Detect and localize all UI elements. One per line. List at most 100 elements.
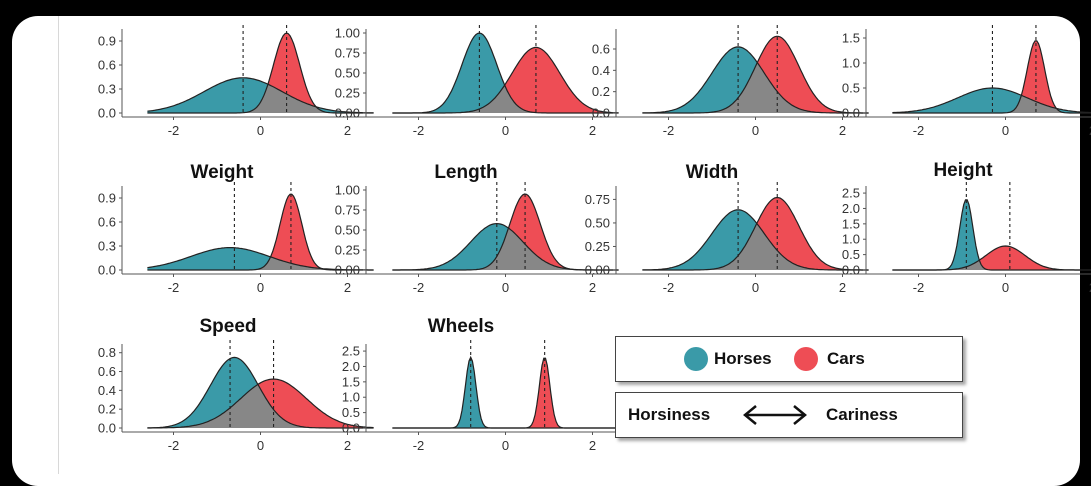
y-tick-label: 0.50 <box>335 223 360 238</box>
panel-2: 0.00 0.25 0.50 0.75 1.00 -2 0 2 <box>335 25 640 138</box>
horses-density-area <box>147 247 374 270</box>
horses-density-area <box>392 357 619 428</box>
horses-density-area <box>147 77 374 113</box>
y-tick-label: 2.0 <box>842 201 860 216</box>
y-tick-label: 0.0 <box>98 421 116 436</box>
horses-density-line <box>392 32 619 114</box>
y-tick-label: 2.0 <box>342 359 360 374</box>
cars-density-line <box>147 378 374 429</box>
x-tick-label: 0 <box>257 438 264 453</box>
y-tick-label: 1.00 <box>335 26 360 41</box>
panel-7: 0.00 0.25 0.50 0.75 -2 0 2 Width <box>585 162 890 295</box>
x-tick-label: 2 <box>1089 280 1091 295</box>
y-tick-label: 0.75 <box>585 192 610 207</box>
panel-title: Length <box>434 162 497 183</box>
panel-8: 0.00.51.01.52.02.5 -2 0 2 Height <box>842 160 1091 295</box>
x-tick-label: -2 <box>913 280 925 295</box>
y-tick-label: 0.0 <box>98 263 116 278</box>
y-tick-label: 1.5 <box>842 216 860 231</box>
panel-title: Wheels <box>428 316 495 337</box>
x-tick-label: 0 <box>502 438 509 453</box>
y-tick-label: 2.5 <box>842 186 860 201</box>
x-tick-label: 2 <box>589 280 596 295</box>
x-tick-label: 0 <box>1002 123 1009 138</box>
y-tick-label: 0.3 <box>98 82 116 97</box>
y-tick-label: 1.5 <box>342 374 360 389</box>
legend-cariness-label: Cariness <box>826 405 898 424</box>
overlap-area <box>892 95 1091 113</box>
cars-density-line <box>892 245 1091 271</box>
legend-scale: Horsiness Cariness <box>615 392 963 438</box>
y-tick-label: 0.3 <box>98 239 116 254</box>
x-tick-label: 0 <box>502 123 509 138</box>
y-tick-label: 0.0 <box>842 106 860 121</box>
horses-density-line <box>642 46 869 114</box>
x-tick-label: 2 <box>589 123 596 138</box>
legend-series: Horses Cars <box>615 336 963 382</box>
density-plots: 0.00.30.60.9-2 0 20.000.250.500.751.00-2 0 2… <box>98 25 1091 453</box>
cars-density-line <box>392 193 619 271</box>
x-tick-label: 0 <box>502 280 509 295</box>
y-tick-label: 0.6 <box>98 364 116 379</box>
y-tick-label: 0.25 <box>335 243 360 258</box>
cars-density-area <box>392 358 619 428</box>
x-tick-label: 2 <box>344 123 351 138</box>
y-tick-label: 0.2 <box>98 402 116 417</box>
horses-density-line <box>147 356 374 429</box>
panel-title: Weight <box>191 162 255 183</box>
y-tick-label: 0.25 <box>335 86 360 101</box>
horses-swatch <box>684 347 708 371</box>
panel-9: 0.0 0.2 0.4 0.6 0.8 -2 0 2 Speed <box>98 316 395 453</box>
x-tick-label: 2 <box>839 123 846 138</box>
legend-horsiness-label: Horsiness <box>628 405 711 424</box>
panel-1: 0.0 0.3 0.6 0.9 -2 0 2 <box>98 25 395 138</box>
y-tick-label: 0.2 <box>592 84 610 99</box>
legend-horses-label: Horses <box>714 349 772 368</box>
overlap-area <box>147 84 374 113</box>
horses-density-line <box>642 209 869 271</box>
y-tick-label: 0.5 <box>842 247 860 262</box>
cars-swatch <box>794 347 818 371</box>
x-tick-label: 0 <box>1002 280 1009 295</box>
panel-title: Width <box>686 162 739 183</box>
panel-10: 0.00.51.01.52.02.5 -2 0 2 Wheels <box>342 316 640 453</box>
double-arrow-icon <box>743 405 807 425</box>
x-tick-label: 0 <box>752 280 759 295</box>
y-tick-label: 0.50 <box>585 215 610 230</box>
cars-density-line <box>642 197 869 271</box>
x-tick-label: -2 <box>168 123 180 138</box>
y-tick-label: 0.6 <box>98 58 116 73</box>
cars-density-line <box>147 193 374 271</box>
overlap-area <box>642 224 869 270</box>
y-tick-label: 0.4 <box>98 383 116 398</box>
y-tick-label: 0.75 <box>335 203 360 218</box>
horses-density-line <box>892 87 1091 114</box>
x-tick-label: 0 <box>257 123 264 138</box>
y-tick-label: 0.6 <box>592 42 610 57</box>
y-tick-label: 0.9 <box>98 191 116 206</box>
horses-density-line <box>392 355 619 429</box>
y-tick-label: 0.25 <box>585 239 610 254</box>
y-tick-label: 0.8 <box>98 345 116 360</box>
y-tick-label: 0.75 <box>335 46 360 61</box>
x-tick-label: 2 <box>589 438 596 453</box>
overlap-area <box>392 228 619 270</box>
panel-3: 0.0 0.2 0.4 0.6 -2 0 2 <box>592 25 890 138</box>
cars-density-line <box>642 35 869 114</box>
cars-density-area <box>892 40 1091 113</box>
x-tick-label: -2 <box>168 438 180 453</box>
horses-density-line <box>147 77 374 114</box>
panel-6: 0.00 0.25 0.50 0.75 1.00 -2 0 2 Length <box>335 162 640 295</box>
cars-density-area <box>892 246 1091 270</box>
y-tick-label: 1.0 <box>842 56 860 71</box>
panel-divider <box>58 16 59 474</box>
y-tick-label: 1.5 <box>842 31 860 46</box>
y-tick-label: 0.00 <box>335 106 360 121</box>
panel-4: 0.0 0.5 1.0 1.5 -2 0 2 <box>842 25 1091 138</box>
x-tick-label: -2 <box>413 280 425 295</box>
y-tick-label: 0.5 <box>842 81 860 96</box>
y-tick-label: 0.0 <box>842 263 860 278</box>
y-tick-label: 1.0 <box>342 390 360 405</box>
y-tick-label: 1.0 <box>842 232 860 247</box>
y-tick-label: 0.5 <box>342 405 360 420</box>
